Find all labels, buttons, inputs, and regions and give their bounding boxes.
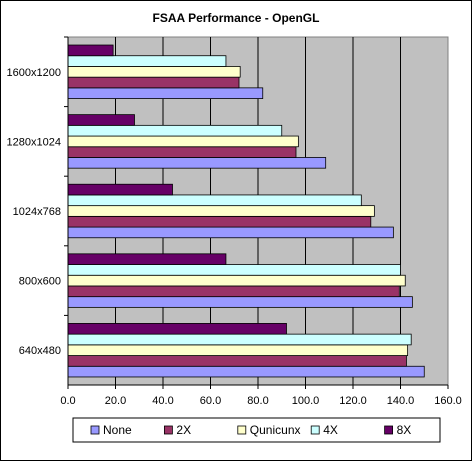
legend-swatch-4x — [310, 425, 320, 435]
bar-8x-1280x1024 — [67, 114, 135, 126]
legend-label-none: None — [103, 423, 132, 437]
bar-8x-1024x768 — [67, 183, 173, 196]
bar-qunicunx-1024x768 — [67, 205, 375, 217]
y-tick-label: 1280x1024 — [7, 136, 61, 148]
bar-4x-1600x1200 — [67, 55, 227, 67]
x-tick-label: 120.0 — [339, 395, 367, 407]
bar-2x-640x480 — [67, 355, 407, 367]
bar-2x-1024x768 — [67, 215, 372, 228]
bar-none-1600x1200 — [67, 87, 264, 99]
x-tick-label: 100.0 — [292, 395, 320, 407]
bar-4x-640x480 — [67, 333, 412, 346]
x-tick-label: 160.0 — [434, 395, 462, 407]
x-tick-label: 140.0 — [387, 395, 415, 407]
bar-4x-800x600 — [67, 264, 401, 276]
bar-2x-1280x1024 — [67, 146, 297, 158]
bar-2x-800x600 — [67, 285, 400, 298]
bar-qunicunx-1600x1200 — [67, 66, 241, 78]
x-tick-label: 40.0 — [152, 395, 173, 407]
legend-swatch-none — [90, 425, 100, 435]
bar-none-640x480 — [67, 365, 425, 378]
bar-none-800x600 — [67, 296, 413, 308]
legend-label-qunicunx: Qunicunx — [250, 423, 301, 437]
bar-qunicunx-800x600 — [67, 274, 406, 287]
y-tick-label: 1600x1200 — [7, 67, 61, 79]
bar-qunicunx-640x480 — [67, 344, 409, 356]
legend-swatch-8x — [384, 425, 394, 435]
y-tick-label: 800x600 — [19, 276, 61, 288]
bar-4x-1280x1024 — [67, 124, 283, 137]
x-tick-label: 80.0 — [247, 395, 268, 407]
legend-swatch-2x — [163, 425, 173, 435]
bar-8x-640x480 — [67, 323, 287, 335]
bar-4x-1024x768 — [67, 194, 362, 207]
bar-none-1024x768 — [67, 226, 394, 239]
legend: None 2X Qunicunx 4X 8X — [72, 417, 441, 443]
y-tick-label: 640x480 — [19, 345, 61, 357]
x-tick-label: 0.0 — [60, 395, 75, 407]
legend-label-4x: 4X — [323, 423, 338, 437]
legend-box — [72, 417, 441, 443]
plot-area: 0.0 20.0 40.0 60.0 80.0 100.0 120.0 140.0 160.0 1… — [7, 36, 462, 407]
chart-title: FSAA Performance - OpenGL — [153, 11, 320, 25]
bar-2x-1600x1200 — [67, 76, 240, 89]
bar-8x-1600x1200 — [67, 44, 114, 57]
bar-qunicunx-1280x1024 — [67, 135, 299, 148]
legend-label-8x: 8X — [397, 423, 412, 437]
y-tick-label: 1024x768 — [13, 206, 61, 218]
x-tick-label: 60.0 — [200, 395, 221, 407]
legend-label-2x: 2X — [176, 423, 191, 437]
legend-swatch-qunicunx — [237, 425, 247, 435]
bar-none-1280x1024 — [67, 157, 327, 169]
x-tick-label: 20.0 — [105, 395, 126, 407]
bar-8x-800x600 — [67, 253, 227, 265]
